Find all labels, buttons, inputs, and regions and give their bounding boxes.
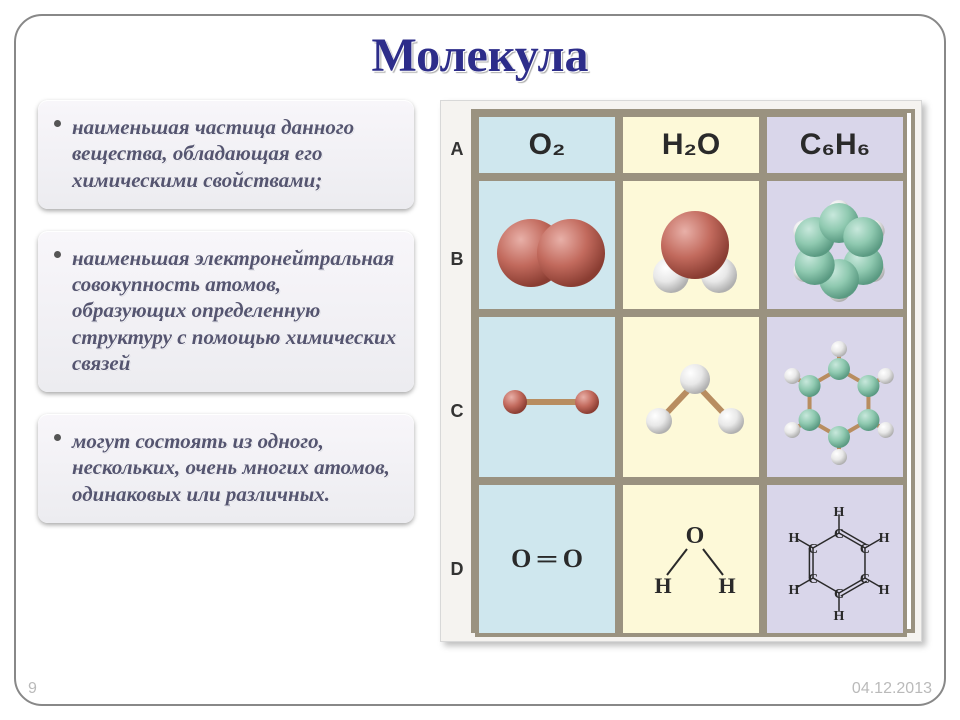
svg-text:C: C: [860, 542, 870, 557]
cell-C-2: [763, 313, 907, 481]
formula-1: H₂O: [623, 117, 759, 173]
svg-text:C: C: [860, 572, 870, 587]
svg-text:C: C: [834, 587, 844, 602]
cell-C-1: [619, 313, 763, 481]
cell-A-0: O₂: [475, 113, 619, 177]
row-label-c: C: [447, 401, 467, 422]
cell-A-1: H₂O: [619, 113, 763, 177]
page-number: 9: [28, 680, 37, 698]
row-label-b: B: [447, 249, 467, 270]
svg-text:C: C: [834, 527, 844, 542]
svg-text:H: H: [834, 505, 845, 520]
formula-2: C₆H₆: [767, 117, 903, 173]
cell-D-2: CHCHCHCHCHCH: [763, 481, 907, 637]
cell-B-0: [475, 177, 619, 313]
svg-text:O: O: [686, 523, 705, 549]
bullet-2: наименьшая электронейтральная совокупнос…: [38, 231, 414, 392]
svg-text:H: H: [879, 531, 890, 546]
svg-text:H: H: [789, 583, 800, 598]
svg-text:H: H: [789, 531, 800, 546]
svg-text:C: C: [808, 572, 818, 587]
svg-text:H: H: [879, 583, 890, 598]
cell-B-2: [763, 177, 907, 313]
page-date: 04.12.2013: [852, 680, 932, 698]
svg-text:H: H: [718, 573, 735, 598]
row-label-d: D: [447, 559, 467, 580]
formula-0: O₂: [479, 117, 615, 173]
row-label-a: A: [447, 139, 467, 160]
bullet-3: могут состоять из одного, нескольких, оч…: [38, 414, 414, 523]
molecule-table: O₂H₂OC₆H₆: [440, 100, 922, 642]
page-title: Молекула: [0, 28, 960, 83]
cell-D-1: O H H: [619, 481, 763, 637]
svg-text:H: H: [654, 573, 671, 598]
bullet-list: наименьшая частица данного вещества, обл…: [38, 100, 414, 545]
cell-C-0: [475, 313, 619, 481]
cell-B-1: [619, 177, 763, 313]
bullet-1: наименьшая частица данного вещества, обл…: [38, 100, 414, 209]
svg-text:C: C: [808, 542, 818, 557]
cell-D-0: O ═ O: [475, 481, 619, 637]
svg-text:H: H: [834, 609, 845, 624]
cell-A-2: C₆H₆: [763, 113, 907, 177]
